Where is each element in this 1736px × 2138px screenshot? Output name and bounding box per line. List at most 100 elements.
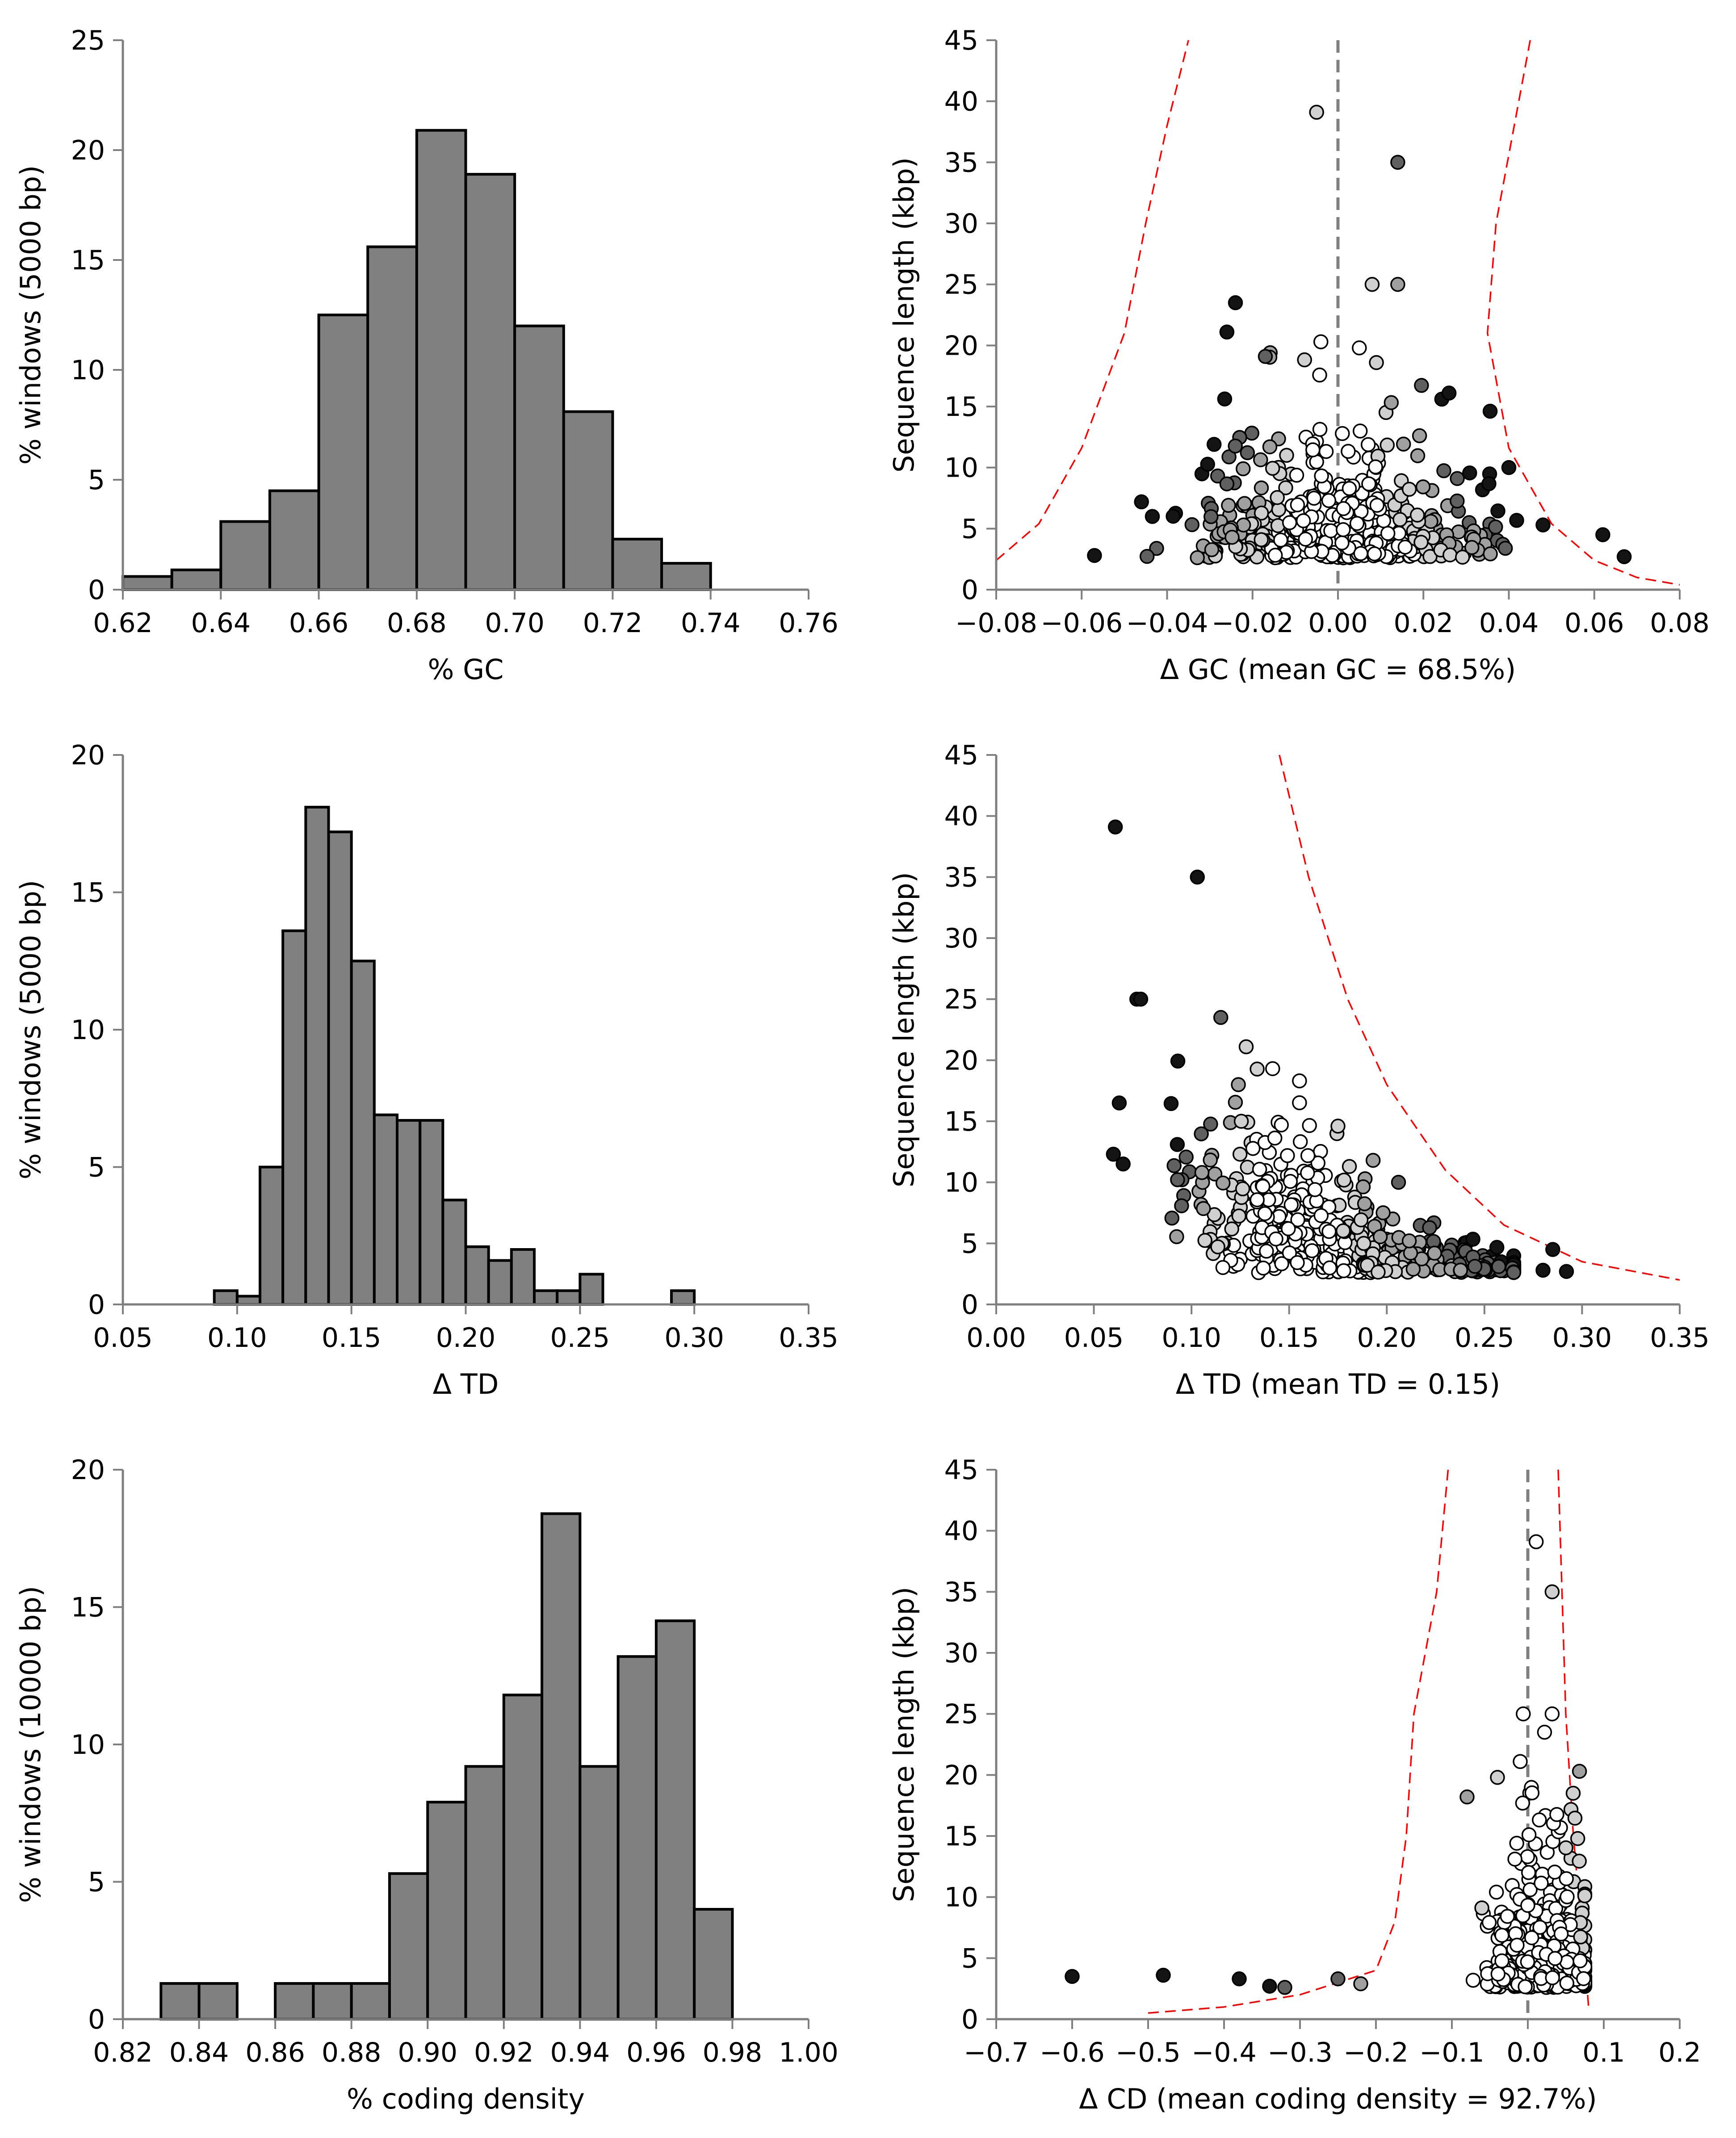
bar: [159, 1982, 201, 2021]
scatter-point: [1296, 513, 1311, 528]
scatter-point: [1314, 468, 1329, 484]
scatter-point: [1450, 471, 1465, 486]
scatter-point: [1164, 1211, 1180, 1226]
y-tick-label: 15: [71, 877, 105, 909]
scatter-point: [1436, 463, 1451, 478]
scatter-point: [1547, 1951, 1563, 1966]
scatter-point: [1166, 508, 1181, 524]
scatter-point: [1252, 1161, 1267, 1177]
scatter-point: [1413, 535, 1429, 550]
y-axis-label: % windows (5000 bp): [14, 880, 47, 1179]
scatter-point: [1215, 1260, 1231, 1275]
scatter-point: [1255, 1178, 1271, 1194]
bar: [396, 1119, 422, 1306]
scatter-point: [1474, 1900, 1489, 1916]
scatter-point: [1534, 1875, 1549, 1891]
scatter-point: [1265, 1061, 1280, 1076]
bar: [122, 575, 173, 591]
y-tick-label: 45: [944, 740, 978, 771]
y-tick-label: 25: [944, 1699, 978, 1730]
scatter-point: [1509, 1836, 1524, 1851]
x-tick-label: 0.20: [1357, 1322, 1417, 1354]
scatter-point: [1194, 1165, 1210, 1180]
scatter-point: [1369, 355, 1384, 370]
scatter-point: [1369, 498, 1385, 513]
x-tick-label: 0.04: [1479, 608, 1539, 639]
scatter-point: [1204, 542, 1220, 558]
x-tick-label: 0.1: [1582, 2037, 1625, 2068]
x-tick-label: −0.04: [1126, 608, 1208, 639]
y-tick-label: 5: [961, 1228, 978, 1259]
scatter-point: [1321, 493, 1337, 508]
y-tick-label: 5: [961, 513, 978, 545]
x-tick-label: 0.25: [1455, 1322, 1514, 1354]
x-tick-label: 0.20: [436, 1322, 496, 1354]
threshold-curve-right: [1486, 40, 1680, 586]
scatter-point: [1494, 1953, 1510, 1969]
scatter-point: [1297, 352, 1312, 368]
bar: [579, 1273, 604, 1306]
bar: [281, 929, 307, 1306]
td-scatter-panel: 0.00 0.05 0.10 0.15 0.20 0.25 0.30 0.35 0 5 10 15 20…: [888, 740, 1710, 1400]
y-tick-label: 20: [944, 330, 978, 361]
x-axis-label: Δ GC (mean GC = 68.5%): [1160, 653, 1516, 686]
y-tick-label: 30: [944, 208, 978, 239]
scatter-point: [1270, 490, 1285, 505]
scatter-point: [1323, 523, 1338, 538]
scatter-point: [1277, 1980, 1292, 1995]
x-tick-label: 0.96: [626, 2037, 686, 2068]
scatter-point: [1292, 1073, 1307, 1089]
scatter-point: [1501, 460, 1517, 475]
bar: [373, 1113, 398, 1306]
scatter-point: [1545, 1242, 1560, 1257]
scatter-point: [1409, 507, 1425, 523]
x-tick-label: 0.00: [1308, 608, 1368, 639]
scatter-point: [1465, 1973, 1481, 1988]
scatter-point: [1459, 1789, 1475, 1805]
bar: [464, 1245, 490, 1306]
x-tick-label: 0.88: [322, 2037, 382, 2068]
scatter-point: [1237, 496, 1252, 511]
x-tick-label: 0.2: [1658, 2037, 1701, 2068]
scatter-point: [1330, 1971, 1346, 1987]
scatter-point: [1520, 1898, 1535, 1913]
scatter-point: [1595, 527, 1610, 542]
scatter-point: [1300, 1148, 1316, 1163]
scatter-point: [1392, 512, 1408, 527]
scatter-point: [1532, 1812, 1547, 1828]
scatter-point: [1280, 1148, 1295, 1163]
y-tick-label: 25: [944, 269, 978, 301]
x-tick-label: 0.86: [245, 2037, 305, 2068]
scatter-point: [1312, 422, 1328, 437]
y-tick-label: 0: [961, 2004, 978, 2035]
bar: [350, 1982, 391, 2021]
x-tick-label: 0.35: [1650, 1322, 1710, 1354]
y-tick-label: 30: [944, 923, 978, 954]
x-tick-label: −0.1: [1419, 2037, 1484, 2068]
scatter-point: [1312, 367, 1327, 383]
y-tick-label: 10: [944, 1882, 978, 1913]
x-tick-label: 0.02: [1393, 608, 1453, 639]
scatter-point: [1490, 503, 1505, 519]
scatter-point: [1520, 1954, 1535, 1970]
scatter-point: [1232, 1971, 1247, 1987]
x-tick-label: 0.15: [322, 1322, 382, 1354]
scatter-point: [1231, 1077, 1246, 1092]
scatter-point: [1290, 1212, 1305, 1228]
x-axis-label: Δ TD: [433, 1368, 499, 1400]
scatter-point: [1298, 532, 1313, 547]
x-tick-label: −0.6: [1040, 2037, 1105, 2068]
scatter-point: [1518, 1979, 1533, 1995]
scatter-point: [1390, 155, 1405, 170]
y-tick-label: 20: [944, 1045, 978, 1076]
scatter-point: [1279, 448, 1294, 463]
scatter-point: [1360, 1258, 1375, 1273]
scatter-point: [1450, 493, 1465, 509]
bar: [579, 1765, 620, 2021]
y-tick-label: 15: [944, 391, 978, 423]
scatter-point: [1481, 1915, 1497, 1930]
x-axis-label: Δ CD (mean coding density = 92.7%): [1079, 2083, 1597, 2115]
scatter-point: [1219, 324, 1235, 340]
y-tick-label: 0: [961, 574, 978, 606]
scatter-point: [1203, 509, 1219, 524]
